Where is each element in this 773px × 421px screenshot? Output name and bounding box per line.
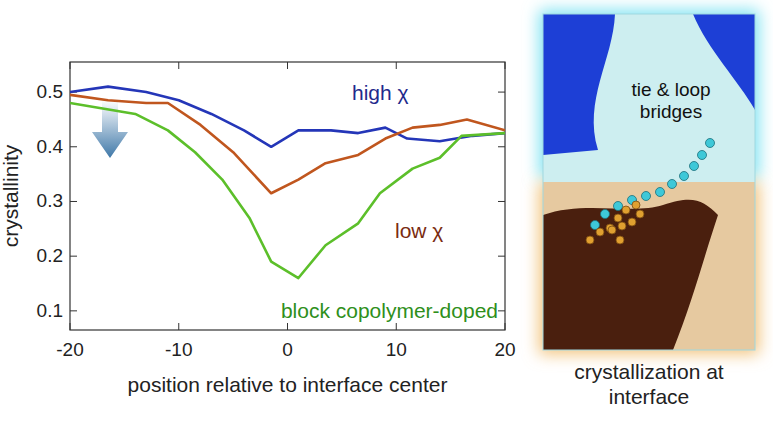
bead	[601, 210, 610, 219]
y-tick	[70, 201, 77, 202]
bead	[706, 139, 715, 148]
x-tick	[70, 62, 71, 69]
panel-caption-line: interface	[609, 385, 690, 408]
bead	[614, 202, 623, 211]
x-tick	[178, 323, 179, 330]
bead	[608, 226, 616, 234]
bead	[642, 192, 651, 201]
y-tick	[70, 310, 77, 311]
bead	[668, 180, 677, 189]
x-tick	[396, 323, 397, 330]
bead	[690, 162, 699, 171]
y-tick-label: 0.2	[37, 245, 63, 266]
series-line	[70, 87, 505, 147]
amorphous-top	[543, 14, 755, 199]
series-label: low χ	[395, 219, 443, 242]
crystal-blue	[543, 14, 615, 155]
bead	[628, 218, 636, 226]
y-tick	[498, 92, 505, 93]
y-tick	[498, 146, 505, 147]
x-tick	[505, 323, 506, 330]
x-tick	[178, 62, 179, 69]
y-axis-title: crystallinity	[0, 144, 22, 247]
glow-bottom	[539, 182, 759, 354]
bead	[614, 214, 622, 222]
bead	[698, 151, 707, 160]
bead	[656, 188, 665, 197]
bead	[680, 172, 689, 181]
bead	[596, 228, 604, 236]
x-tick	[396, 62, 397, 69]
y-tick-label: 0.4	[37, 136, 64, 157]
y-tick	[498, 201, 505, 202]
x-tick-label: 0	[282, 339, 293, 360]
x-tick-label: -10	[165, 339, 192, 360]
y-tick-label: 0.3	[37, 190, 63, 211]
bead	[586, 236, 594, 244]
panel-label: tie & loopbridges	[631, 79, 710, 122]
series-label: block copolymer-doped	[281, 299, 498, 322]
bead	[616, 236, 624, 244]
y-tick	[70, 256, 77, 257]
series-line	[70, 95, 505, 193]
x-axis-title: position relative to interface center	[128, 373, 448, 396]
bead	[622, 206, 630, 214]
series-group	[70, 87, 505, 278]
y-tick	[498, 310, 505, 311]
bead	[618, 222, 626, 230]
x-tick-label: 20	[494, 339, 515, 360]
panel-label-line: bridges	[640, 101, 702, 122]
panel-caption: crystallization atinterface	[574, 360, 724, 408]
x-tick-label: -20	[56, 339, 83, 360]
figure: -20 -10 0 10 20 0.1 0.2 0.3 0.4 0.5 position relat…	[0, 0, 773, 421]
bead	[636, 210, 644, 218]
series-label: high χ	[352, 81, 409, 104]
x-tick	[70, 323, 71, 330]
panel-caption-line: crystallization at	[574, 360, 724, 383]
x-tick	[287, 62, 288, 69]
y-tick-label: 0.5	[37, 81, 63, 102]
x-tick	[505, 62, 506, 69]
illustration	[543, 14, 755, 350]
series-line	[70, 103, 505, 278]
y-tick-label: 0.1	[37, 300, 63, 321]
crystal-brown	[543, 200, 718, 350]
amorphous-bottom	[543, 182, 755, 350]
x-tick-label: 10	[386, 339, 407, 360]
bead	[632, 201, 640, 209]
plot-frame	[70, 62, 505, 330]
panel-frame	[543, 14, 755, 350]
y-tick	[498, 256, 505, 257]
y-tick	[70, 146, 77, 147]
x-tick	[287, 323, 288, 330]
panel-label-line: tie & loop	[631, 79, 710, 100]
